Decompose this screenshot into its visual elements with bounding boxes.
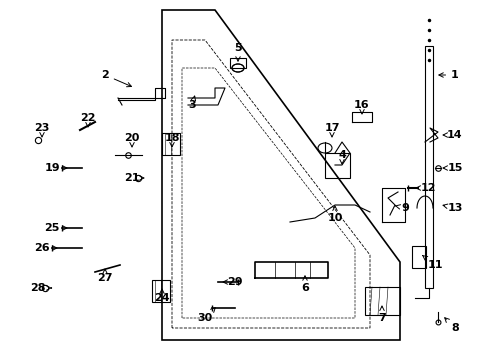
Text: 18: 18: [164, 133, 180, 147]
Text: 2: 2: [101, 70, 131, 87]
Text: 16: 16: [353, 100, 369, 114]
Bar: [424, 46, 432, 288]
Text: 20: 20: [124, 133, 140, 147]
Text: 12: 12: [415, 183, 435, 193]
Text: 14: 14: [442, 130, 462, 140]
Text: 8: 8: [444, 318, 458, 333]
Text: 15: 15: [442, 163, 462, 173]
Text: 6: 6: [301, 276, 308, 293]
Text: 13: 13: [442, 203, 462, 213]
Bar: [325, 153, 349, 178]
Text: 9: 9: [395, 203, 408, 213]
Text: 27: 27: [97, 269, 113, 283]
Text: 23: 23: [34, 123, 50, 137]
Text: 11: 11: [422, 256, 442, 270]
Text: 1: 1: [438, 70, 458, 80]
Text: 3: 3: [188, 96, 195, 110]
Text: 5: 5: [234, 43, 242, 61]
Bar: [229, 58, 245, 68]
Text: 17: 17: [324, 123, 339, 137]
Text: 19: 19: [44, 163, 67, 173]
Text: 21: 21: [124, 173, 143, 183]
Bar: [162, 133, 180, 155]
Text: 24: 24: [154, 289, 169, 303]
Text: 29: 29: [223, 277, 243, 287]
Text: 4: 4: [337, 150, 345, 164]
Bar: [364, 287, 399, 315]
Text: 26: 26: [34, 243, 57, 253]
Bar: [411, 246, 425, 268]
Text: 25: 25: [44, 223, 67, 233]
Text: 10: 10: [326, 206, 342, 223]
Bar: [152, 280, 170, 302]
Text: 7: 7: [377, 306, 385, 323]
Text: 22: 22: [80, 113, 96, 127]
Text: 28: 28: [30, 283, 51, 293]
Text: 30: 30: [197, 308, 215, 323]
